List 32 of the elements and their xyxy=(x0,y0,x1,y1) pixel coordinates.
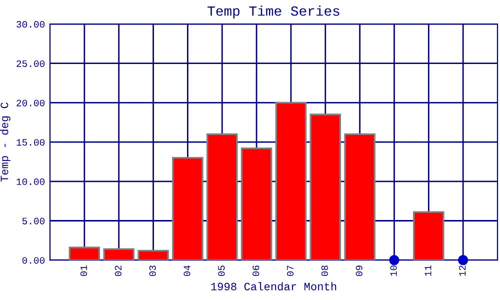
x-tick-label: 11 xyxy=(424,265,432,276)
x-tick-label: 01 xyxy=(80,265,88,276)
x-tick-label: 07 xyxy=(286,266,294,276)
chart-title: Temp Time Series xyxy=(208,6,340,19)
y-tick-label: 10.00 xyxy=(16,178,45,186)
y-axis-title: Temp - deg C xyxy=(0,102,10,182)
y-tick-label: 20.00 xyxy=(16,100,45,106)
bar xyxy=(344,133,376,260)
x-tick-label: 08 xyxy=(321,266,328,276)
bar xyxy=(103,248,134,260)
bar xyxy=(138,250,169,260)
x-tick-label: 10 xyxy=(390,266,397,276)
bar xyxy=(413,211,444,260)
x-tick-label: 09 xyxy=(356,266,362,276)
y-tick-label: 5.00 xyxy=(22,218,45,224)
bar xyxy=(310,114,342,260)
x-tick-label: 12 xyxy=(459,266,466,276)
x-tick-label: 06 xyxy=(252,266,260,276)
y-tick-label: 25.00 xyxy=(16,60,45,67)
x-tick-label: 02 xyxy=(114,266,122,276)
bar xyxy=(275,102,307,260)
bar xyxy=(206,133,238,260)
bar xyxy=(172,156,204,260)
x-tick-label: 05 xyxy=(218,266,225,276)
bar xyxy=(68,246,100,260)
x-tick-label: 03 xyxy=(149,266,156,276)
y-tick-label: 0.00 xyxy=(22,257,45,264)
y-tick-label: 30.00 xyxy=(16,21,45,28)
x-tick-label: 04 xyxy=(184,265,190,276)
bar xyxy=(240,148,272,260)
y-tick-label: 15.00 xyxy=(16,139,45,146)
x-axis-title: 1998 Calendar Month xyxy=(211,282,336,290)
